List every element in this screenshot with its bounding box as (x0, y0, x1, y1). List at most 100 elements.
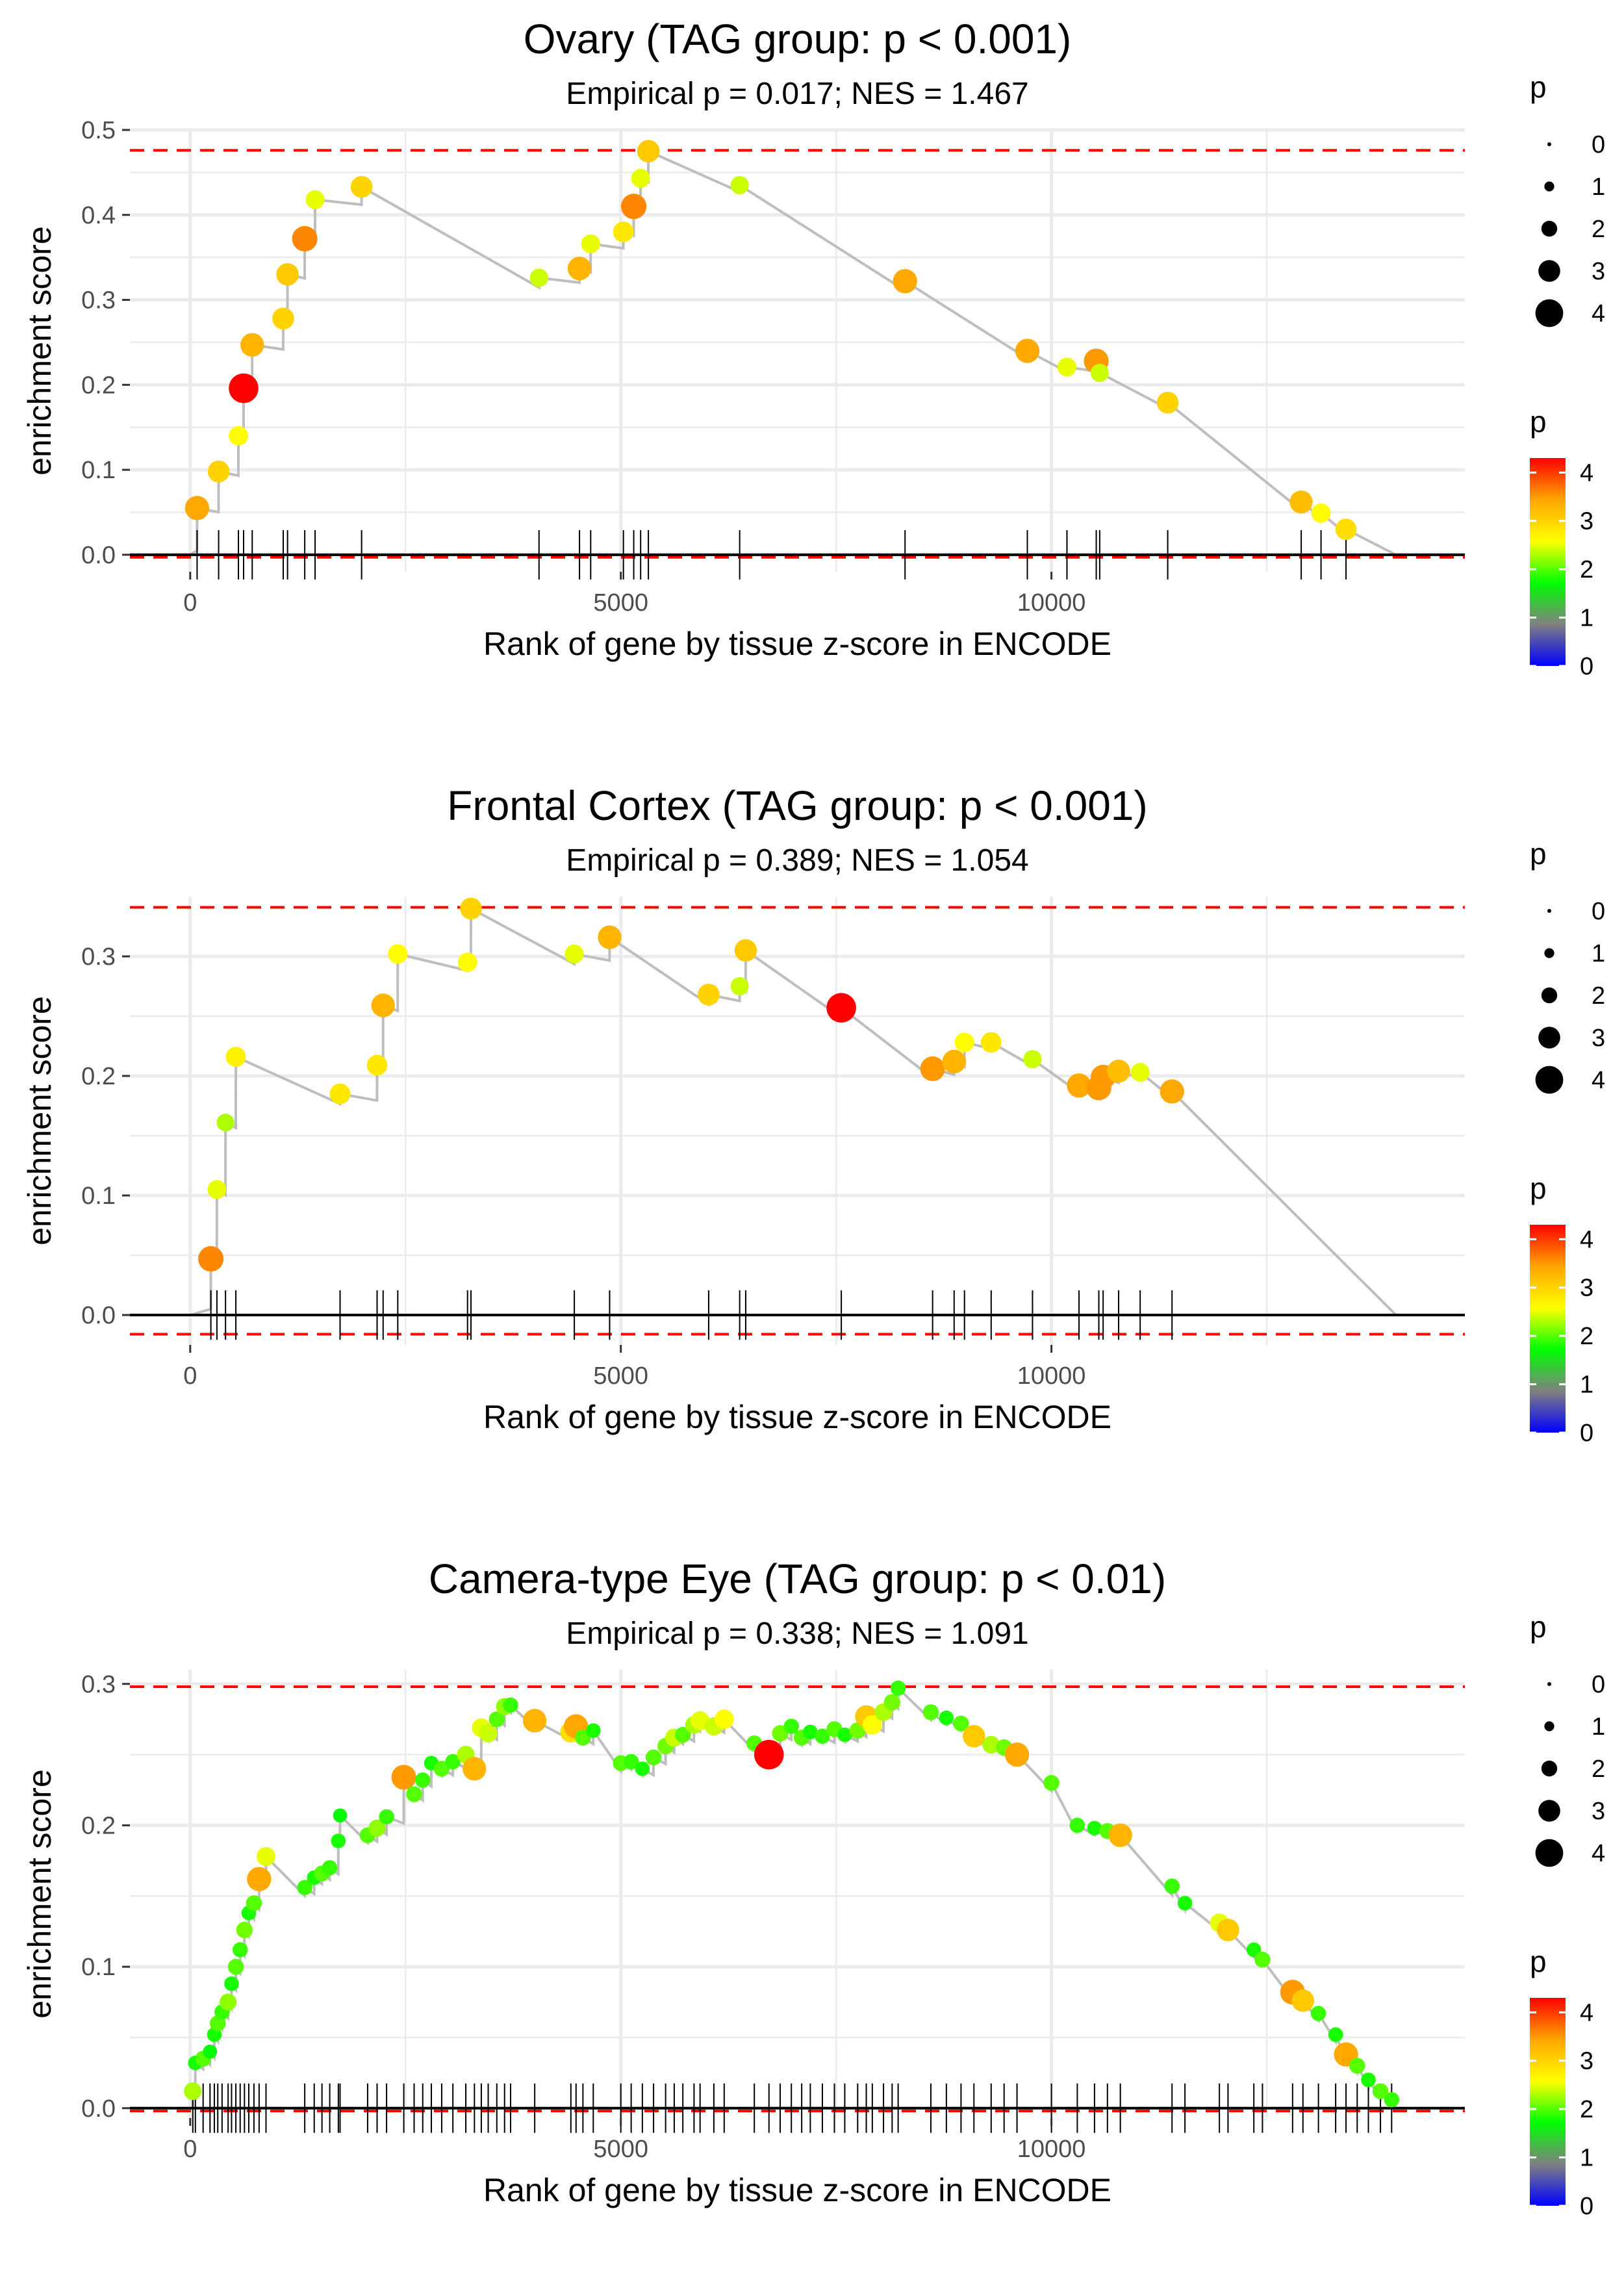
data-point (1087, 1820, 1102, 1836)
data-point (939, 1710, 954, 1726)
size-legend-dot (1544, 948, 1554, 958)
size-legend-dot (1541, 1760, 1558, 1777)
data-point (406, 1786, 422, 1802)
data-point (256, 1846, 275, 1866)
color-legend-label: 0 (1580, 2193, 1593, 2220)
data-point (1310, 2006, 1326, 2021)
data-point (463, 1757, 487, 1781)
x-tick-label: 5000 (593, 589, 648, 617)
data-point (329, 1083, 351, 1105)
chart-subtitle: Empirical p = 0.389; NES = 1.054 (566, 843, 1028, 878)
data-point (637, 140, 660, 162)
color-legend-label: 1 (1580, 2145, 1593, 2172)
data-point (623, 1754, 639, 1770)
data-point (730, 175, 749, 195)
size-legend-label: 2 (1592, 216, 1605, 243)
color-legend-label: 4 (1580, 1999, 1593, 2026)
data-point (297, 1880, 312, 1895)
size-legend-label: 1 (1592, 940, 1605, 967)
size-legend-label: 2 (1592, 982, 1605, 1010)
size-legend-label: 2 (1592, 1756, 1605, 1783)
color-legend-label: 2 (1580, 1323, 1593, 1350)
data-point (1023, 1050, 1042, 1069)
y-tick-label: 0.3 (81, 943, 116, 971)
y-tick-label: 0.4 (81, 202, 116, 229)
color-legend-bar (1530, 458, 1566, 666)
size-legend-title: p (1530, 837, 1547, 871)
color-legend-label: 3 (1580, 2048, 1593, 2075)
x-axis-label: Rank of gene by tissue z-score in ENCODE (483, 1399, 1111, 1435)
color-legend-label: 3 (1580, 1275, 1593, 1302)
data-point (783, 1718, 799, 1734)
data-point (1335, 518, 1357, 540)
y-tick-label: 0.5 (81, 117, 116, 144)
data-point (379, 1809, 394, 1825)
size-legend-title: p (1530, 70, 1547, 104)
x-tick-label: 10000 (1017, 1362, 1086, 1390)
chart-subtitle: Empirical p = 0.338; NES = 1.091 (566, 1616, 1028, 1651)
color-legend-bar (1530, 1998, 1566, 2206)
data-point (1004, 1742, 1030, 1767)
data-point (635, 1761, 650, 1776)
data-point (220, 1993, 237, 2011)
data-point (246, 1895, 262, 1911)
data-point (232, 1942, 248, 1958)
size-legend-dot (1547, 909, 1551, 913)
data-point (207, 1180, 227, 1199)
data-point (1069, 1817, 1085, 1833)
data-point (368, 1819, 386, 1837)
y-tick-label: 0.0 (81, 542, 116, 569)
data-point (350, 175, 373, 198)
data-point (224, 1976, 239, 1991)
y-tick-label: 0.0 (81, 1302, 116, 1329)
data-point (207, 460, 230, 483)
data-point (529, 268, 548, 287)
data-point (1246, 1942, 1262, 1958)
data-point (391, 1765, 416, 1790)
data-point (963, 1725, 985, 1748)
data-point (586, 1723, 601, 1738)
size-legend-label: 0 (1592, 898, 1605, 925)
data-point (1384, 2091, 1400, 2108)
data-point (1057, 357, 1076, 377)
data-point (1217, 1919, 1239, 1941)
data-point (503, 1697, 518, 1713)
data-point (333, 1808, 348, 1823)
data-point (837, 1727, 852, 1743)
data-point (621, 194, 647, 220)
y-tick-label: 0.1 (81, 1182, 116, 1210)
color-legend-label: 4 (1580, 1226, 1593, 1253)
size-legend-dot (1535, 1839, 1564, 1867)
data-point (488, 1711, 505, 1728)
data-point (1291, 1989, 1315, 2012)
data-point (433, 1761, 450, 1777)
data-point (1177, 1895, 1193, 1911)
size-legend-label: 3 (1592, 1798, 1605, 1825)
data-point (292, 225, 318, 251)
data-point (1130, 1062, 1150, 1082)
chart-subtitle: Empirical p = 0.017; NES = 1.467 (566, 77, 1028, 111)
color-legend-label: 1 (1580, 605, 1593, 632)
data-point (826, 993, 856, 1023)
data-point (1349, 2058, 1365, 2074)
data-point (460, 897, 482, 920)
data-point (1043, 1774, 1059, 1791)
data-point (1361, 2072, 1376, 2088)
panel-3: Camera-type Eye (TAG group: p < 0.01) Emp… (21, 1555, 1605, 2220)
size-legend-label: 1 (1592, 173, 1605, 201)
data-point (754, 1739, 784, 1770)
data-point (1067, 1073, 1091, 1098)
size-legend-label: 1 (1592, 1713, 1605, 1741)
data-point (216, 1114, 235, 1132)
x-tick-label: 10000 (1017, 589, 1086, 617)
y-tick-label: 0.2 (81, 1812, 116, 1839)
data-point (598, 925, 622, 949)
data-point (862, 1715, 882, 1735)
data-point (388, 944, 408, 964)
data-point (1156, 391, 1179, 414)
data-point (922, 1704, 939, 1720)
data-point (227, 1958, 244, 1975)
y-axis-label: enrichment score (21, 996, 58, 1246)
x-tick-label: 0 (183, 589, 197, 617)
y-tick-label: 0.1 (81, 1954, 116, 1981)
